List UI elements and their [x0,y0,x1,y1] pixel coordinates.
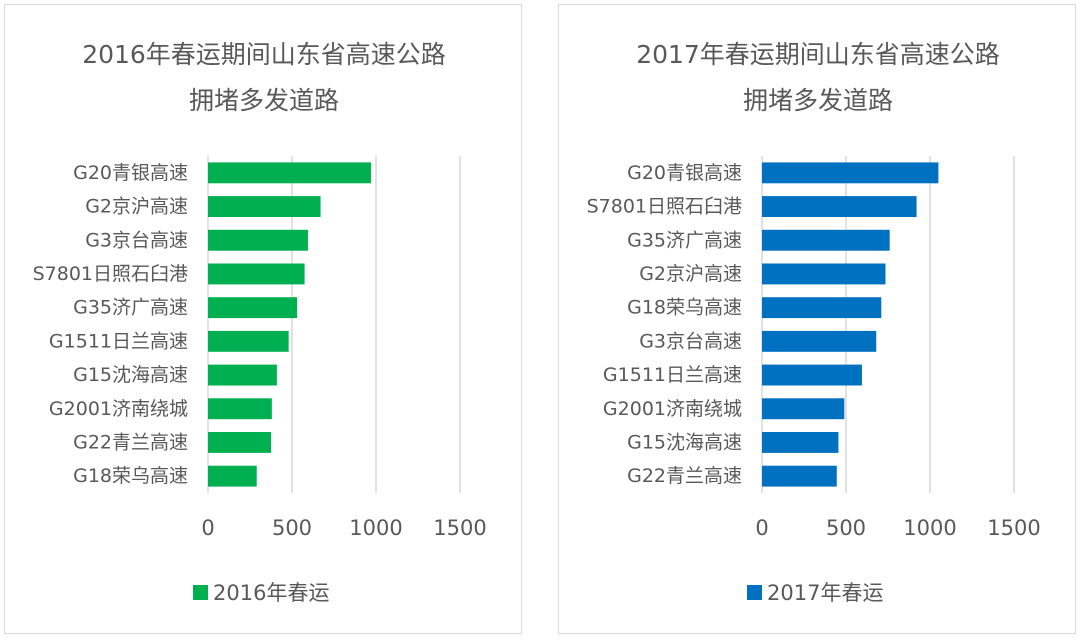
x-tick-label: 1000 [903,516,956,540]
category-label: S7801日照石臼港 [587,196,742,218]
category-label: G20青银高速 [627,162,742,184]
x-tick-label: 1000 [349,516,402,540]
bar [208,330,289,352]
category-label: G18荣乌高速 [73,465,188,487]
bar [208,465,257,487]
category-label: G35济广高速 [627,229,742,251]
bar [762,465,837,487]
bar [762,398,845,420]
bar [762,263,886,285]
category-label: G1511日兰高速 [49,330,188,352]
legend-label: 2016年春运 [213,581,329,605]
x-tick-label: 500 [272,516,312,540]
plot-area: G20青银高速 S7801日照石臼港 G35济广高速 G2京沪高速 G18荣乌高速 G3京… [587,156,1041,605]
category-label: G35济广高速 [73,297,188,319]
bar [208,297,298,319]
bar [208,263,305,285]
category-label: G18荣乌高速 [627,297,742,319]
category-label: G2001济南绕城 [49,398,188,420]
category-label: G2001济南绕城 [603,398,742,420]
x-tick-label: 1500 [987,516,1040,540]
bar [762,330,877,352]
bar [208,432,271,453]
chart-panel-2017: 2017年春运期间山东省高速公路 拥堵多发道路 G20青银高速 S7801日照石臼… [558,4,1076,634]
category-label: G2京沪高速 [85,196,188,218]
legend-swatch [193,585,208,600]
chart-title-line-1: 2017年春运期间山东省高速公路 [636,40,1000,69]
bar [208,398,272,420]
chart-title-line-2: 拥堵多发道路 [189,86,339,115]
bar [208,364,277,386]
category-label: G1511日兰高速 [603,364,742,386]
category-label: G15沈海高速 [73,364,188,386]
chart-2017-svg: 2017年春运期间山东省高速公路 拥堵多发道路 G20青银高速 S7801日照石臼… [587,40,1041,605]
chart-panel-2016: 2016年春运期间山东省高速公路 拥堵多发道路 G20青银高速 G2京沪高速 G3京… [4,4,522,634]
bar [762,432,839,453]
category-label: G15沈海高速 [627,431,742,453]
x-tick-label: 1500 [433,516,486,540]
bar [762,196,917,217]
chart-title-line-2: 拥堵多发道路 [743,86,893,115]
bar [208,162,371,184]
plot-area: G20青银高速 G2京沪高速 G3京台高速 S7801日照石臼港 G35济广高速 G151… [33,156,487,605]
x-tick-label: 0 [201,516,214,540]
legend-label: 2017年春运 [767,581,883,605]
chart-title-line-1: 2016年春运期间山东省高速公路 [82,40,446,69]
x-tick-label: 500 [826,516,866,540]
category-label: G22青兰高速 [73,431,188,453]
category-label: G3京台高速 [85,229,188,251]
bar [208,196,321,217]
category-label: S7801日照石臼港 [33,263,188,285]
bar [762,229,890,251]
category-label: G22青兰高速 [627,465,742,487]
bar [762,364,862,386]
legend-swatch [747,585,762,600]
category-label: G3京台高速 [639,330,742,352]
bar [208,229,308,251]
category-label: G2京沪高速 [639,263,742,285]
chart-2016-svg: 2016年春运期间山东省高速公路 拥堵多发道路 G20青银高速 G2京沪高速 G3京… [33,40,487,605]
bar [762,297,882,319]
bar [762,162,939,184]
x-tick-label: 0 [755,516,768,540]
category-label: G20青银高速 [73,162,188,184]
